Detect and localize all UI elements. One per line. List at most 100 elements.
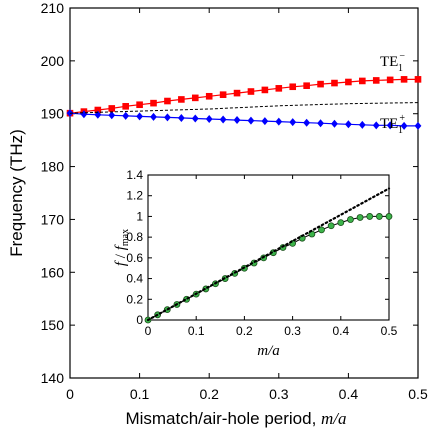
data-point-te1-plus (150, 112, 157, 121)
data-point-te1-minus (331, 79, 338, 87)
data-point-te1-plus (122, 111, 130, 120)
y-tick-label: 190 (41, 106, 65, 122)
data-point-te1-minus (94, 106, 102, 114)
data-point-te1-plus (233, 116, 241, 125)
series-label-sup: − (399, 51, 405, 62)
data-point-te1-plus (205, 115, 213, 123)
data-point-te1-minus (400, 76, 408, 83)
data-point-te1-plus (289, 118, 297, 127)
data-point-te1-minus (108, 105, 116, 112)
inset-x-axis-title: m/a (257, 343, 280, 359)
inset-y-tick-label: 1 (136, 209, 143, 223)
series-label-main: TE (380, 54, 398, 70)
inset-x-tick-label: 0.1 (188, 324, 205, 338)
y-tick-label: 200 (41, 53, 65, 69)
inset-y-tick-label: 0.6 (126, 251, 143, 265)
data-point-te1-plus (372, 121, 380, 130)
data-point-te1-plus (164, 113, 171, 122)
data-point-te1-plus (219, 115, 227, 124)
inset-x-tick-label: 0.3 (284, 324, 301, 338)
inset-y-tick-label: 0 (136, 313, 143, 327)
data-point-te1-minus (178, 96, 185, 103)
y-tick-label: 210 (41, 0, 65, 16)
data-point-te1-minus (386, 76, 394, 84)
data-point-te1-minus (345, 78, 352, 86)
x-tick-label: 0.2 (199, 386, 219, 402)
y-tick-label: 150 (41, 317, 65, 333)
plot-frame (69, 7, 419, 379)
series-line (69, 112, 418, 127)
inset-data-point (337, 219, 345, 227)
data-point-te1-plus (414, 121, 422, 130)
inset-data-point (347, 216, 354, 223)
x-tick-label: 0.4 (339, 386, 359, 402)
inset-y-tick-label: 1.2 (126, 189, 143, 203)
series-label-sup: + (399, 113, 405, 124)
x-axis-title-text: Mismatch/air-hole period, (125, 409, 321, 428)
data-point-te1-minus (136, 101, 143, 109)
data-point-te1-minus (303, 82, 310, 89)
data-point-te1-minus (219, 91, 227, 98)
data-point-te1-minus (372, 77, 380, 84)
data-point-te1-plus (108, 111, 116, 120)
data-point-te1-plus (386, 121, 394, 130)
y-axis-title: Frequency (THz) (7, 129, 26, 257)
inset-x-tick-label: 0.2 (236, 324, 253, 338)
data-point-te1-minus (205, 92, 213, 100)
inset-data-point (385, 213, 393, 220)
x-tick-label: 0.1 (130, 386, 150, 402)
data-point-te1-plus (247, 116, 255, 125)
data-point-te1-plus (191, 114, 199, 123)
data-point-te1-minus (359, 77, 366, 85)
inset-y-title-sub: max (120, 229, 131, 246)
x-tick-label: 0.3 (269, 386, 289, 402)
y-tick-label: 140 (41, 370, 65, 386)
data-point-te1-minus (275, 85, 283, 92)
inset-y-title-slash: / (113, 250, 129, 262)
series-label-sub: 1 (398, 125, 403, 136)
x-axis-title: Mismatch/air-hole period, m/a (125, 409, 346, 428)
inset-frame (147, 174, 390, 321)
x-tick-label: 0.5 (408, 386, 428, 402)
data-point-te1-plus (177, 113, 185, 122)
data-point-te1-plus (400, 121, 408, 130)
data-point-te1-minus (191, 94, 199, 102)
data-point-te1-plus (317, 119, 324, 128)
inset-y-title-f: f (113, 260, 129, 266)
x-axis-title-italic: m/a (321, 409, 347, 428)
data-point-te1-minus (233, 89, 241, 97)
data-point-te1-plus (261, 117, 269, 126)
series-label: TE+ 1 (380, 113, 405, 136)
data-point-te1-plus (136, 112, 143, 121)
y-tick-label: 170 (41, 211, 65, 227)
x-tick-label: 0 (66, 386, 74, 402)
series-label-main: TE (380, 116, 398, 132)
inset-data-point (318, 226, 325, 234)
data-point-te1-minus (414, 76, 422, 83)
inset-data-point (327, 222, 335, 230)
data-point-te1-minus (150, 99, 157, 107)
y-tick-label: 160 (41, 264, 65, 280)
inset-y-tick-label: 0.4 (126, 272, 143, 286)
inset-plot: 0 0.2 0.4 0.6 0.8 1 1.2 1.4 0 0.1 0.2 0.3 0.4 0.5 m/a f… (113, 168, 398, 359)
inset-x-tick-label: 0.5 (381, 324, 398, 338)
data-point-te1-minus (164, 97, 171, 105)
data-point-te1-plus (345, 120, 352, 129)
data-point-te1-minus (122, 103, 129, 110)
y-tick-label: 180 (41, 159, 65, 175)
series-line (69, 78, 418, 114)
inset-data-point (375, 213, 383, 220)
data-point-te1-minus (289, 83, 297, 91)
inset-x-tick-label: 0 (145, 324, 152, 338)
data-point-te1-minus (247, 88, 255, 95)
inset-data-point (356, 214, 364, 221)
dashed-reference-line (69, 102, 419, 114)
inset-x-tick-label: 0.4 (332, 324, 349, 338)
main-plot: 140 150 160 170 180 190 200 210 0 0.1 0.2 0.3 0.4 0.5… (7, 0, 428, 428)
data-point-te1-plus (331, 119, 338, 128)
data-point-te1-plus (358, 120, 366, 129)
inset-y-tick-label: 1.4 (126, 168, 143, 182)
inset-data-point (366, 213, 374, 220)
data-point-te1-minus (317, 80, 324, 88)
